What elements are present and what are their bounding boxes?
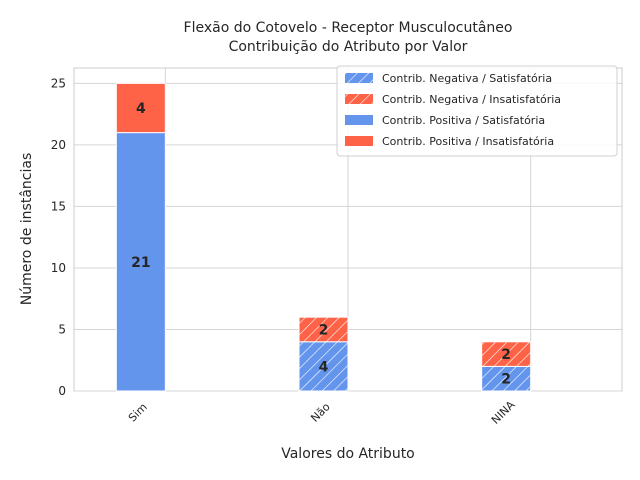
legend-swatch-hatch bbox=[345, 94, 373, 104]
bars bbox=[115, 82, 532, 392]
legend-entry: Contrib. Negativa / Insatisfatória bbox=[382, 93, 561, 106]
x-tick-label: NINA bbox=[489, 398, 518, 427]
bar-hatch bbox=[481, 341, 531, 367]
y-tick-label: 0 bbox=[58, 384, 66, 398]
x-ticks: Sim Não NINA bbox=[126, 398, 518, 427]
bar-value-label: 21 bbox=[131, 255, 150, 271]
bar-segment bbox=[115, 82, 166, 134]
y-ticks: 0 5 10 15 20 25 bbox=[51, 76, 66, 398]
x-axis-label: Valores do Atributo bbox=[281, 446, 415, 462]
legend: Contrib. Negativa / Satisfatória Contrib.… bbox=[336, 65, 618, 157]
bar-segment bbox=[115, 132, 166, 392]
legend-entry: Contrib. Positiva / Insatisfatória bbox=[382, 135, 554, 148]
chart-title-line2: Contribuição do Atributo por Valor bbox=[229, 39, 468, 55]
y-tick-label: 20 bbox=[51, 138, 66, 152]
bar-hatch bbox=[299, 341, 348, 391]
legend-swatch bbox=[345, 115, 373, 125]
bar-value-label: 4 bbox=[319, 359, 329, 375]
y-tick-label: 5 bbox=[58, 322, 66, 336]
y-tick-label: 15 bbox=[51, 199, 66, 213]
bar-value-label: 2 bbox=[501, 372, 511, 388]
legend-box bbox=[336, 65, 618, 157]
y-tick-label: 10 bbox=[51, 261, 66, 275]
bar-value-label: 2 bbox=[319, 322, 329, 338]
y-tick-label: 25 bbox=[51, 76, 66, 90]
legend-swatch bbox=[345, 136, 373, 146]
bar-hatch bbox=[481, 366, 531, 391]
legend-entry: Contrib. Negativa / Satisfatória bbox=[382, 72, 552, 85]
bar-hatch bbox=[299, 317, 348, 342]
bar-labels: 21 4 4 2 2 2 bbox=[131, 101, 511, 388]
legend-swatch-hatch bbox=[345, 73, 373, 83]
x-tick-label: Não bbox=[308, 400, 333, 425]
x-tick-label: Sim bbox=[126, 401, 150, 425]
legend-entry: Contrib. Positiva / Satisfatória bbox=[382, 114, 545, 127]
bar-value-label: 4 bbox=[136, 101, 146, 117]
bar-value-label: 2 bbox=[501, 347, 511, 363]
chart-title-line1: Flexão do Cotovelo - Receptor Musculocut… bbox=[184, 20, 513, 36]
y-axis-label: Número de instâncias bbox=[19, 153, 35, 305]
